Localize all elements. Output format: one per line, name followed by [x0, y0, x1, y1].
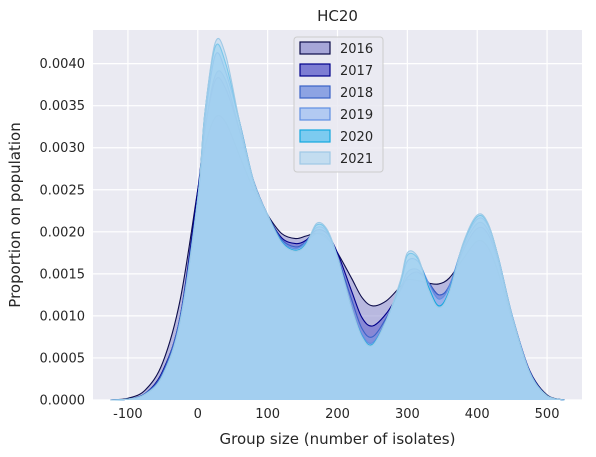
legend-label-2017: 2017: [340, 64, 373, 79]
y-tick-label: 0.0040: [40, 57, 86, 72]
y-axis-title: Proportion on population: [6, 122, 24, 307]
x-tick-label: 0: [194, 407, 202, 422]
legend-label-2020: 2020: [340, 130, 373, 145]
legend-label-2016: 2016: [340, 42, 373, 57]
y-tick-label: 0.0025: [40, 183, 86, 198]
x-tick-label: 100: [255, 407, 280, 422]
legend-label-2021: 2021: [340, 152, 373, 167]
legend-swatch-2021: [299, 151, 331, 165]
x-tick-label: 200: [325, 407, 350, 422]
legend-label-2018: 2018: [340, 86, 373, 101]
density-line-2021: [110, 38, 565, 401]
legend-swatch-2019: [299, 107, 331, 121]
y-tick-labels: 0.0000 0.0005 0.0010 0.0015 0.0020 0.0025 0.00…: [40, 57, 86, 408]
legend-swatch-2018: [299, 85, 331, 99]
y-tick-label: 0.0010: [40, 309, 86, 324]
legend-swatch-2017: [299, 63, 331, 77]
y-tick-label: 0.0030: [40, 141, 86, 156]
density-areas: [110, 38, 565, 401]
x-axis-title: Group size (number of isolates): [220, 430, 456, 448]
y-tick-label: 0.0015: [40, 267, 86, 282]
x-tick-label: -100: [113, 407, 143, 422]
x-tick-label: 300: [395, 407, 420, 422]
y-tick-label: 0.0020: [40, 225, 86, 240]
legend-swatch-2016: [299, 41, 331, 55]
legend-swatch-2020: [299, 129, 331, 143]
y-tick-label: 0.0000: [40, 394, 86, 409]
legend: 2016 2017 2018 2019 2020 2021: [293, 36, 384, 173]
x-tick-label: 400: [465, 407, 490, 422]
y-tick-label: 0.0035: [40, 99, 86, 114]
x-tick-label: 500: [535, 407, 560, 422]
x-tick-labels: -100 0 100 200 300 400 500: [113, 407, 559, 422]
chart-title: HC20: [317, 7, 358, 25]
y-tick-label: 0.0005: [40, 351, 86, 366]
density-area-2021: [110, 38, 565, 400]
legend-label-2019: 2019: [340, 108, 373, 123]
